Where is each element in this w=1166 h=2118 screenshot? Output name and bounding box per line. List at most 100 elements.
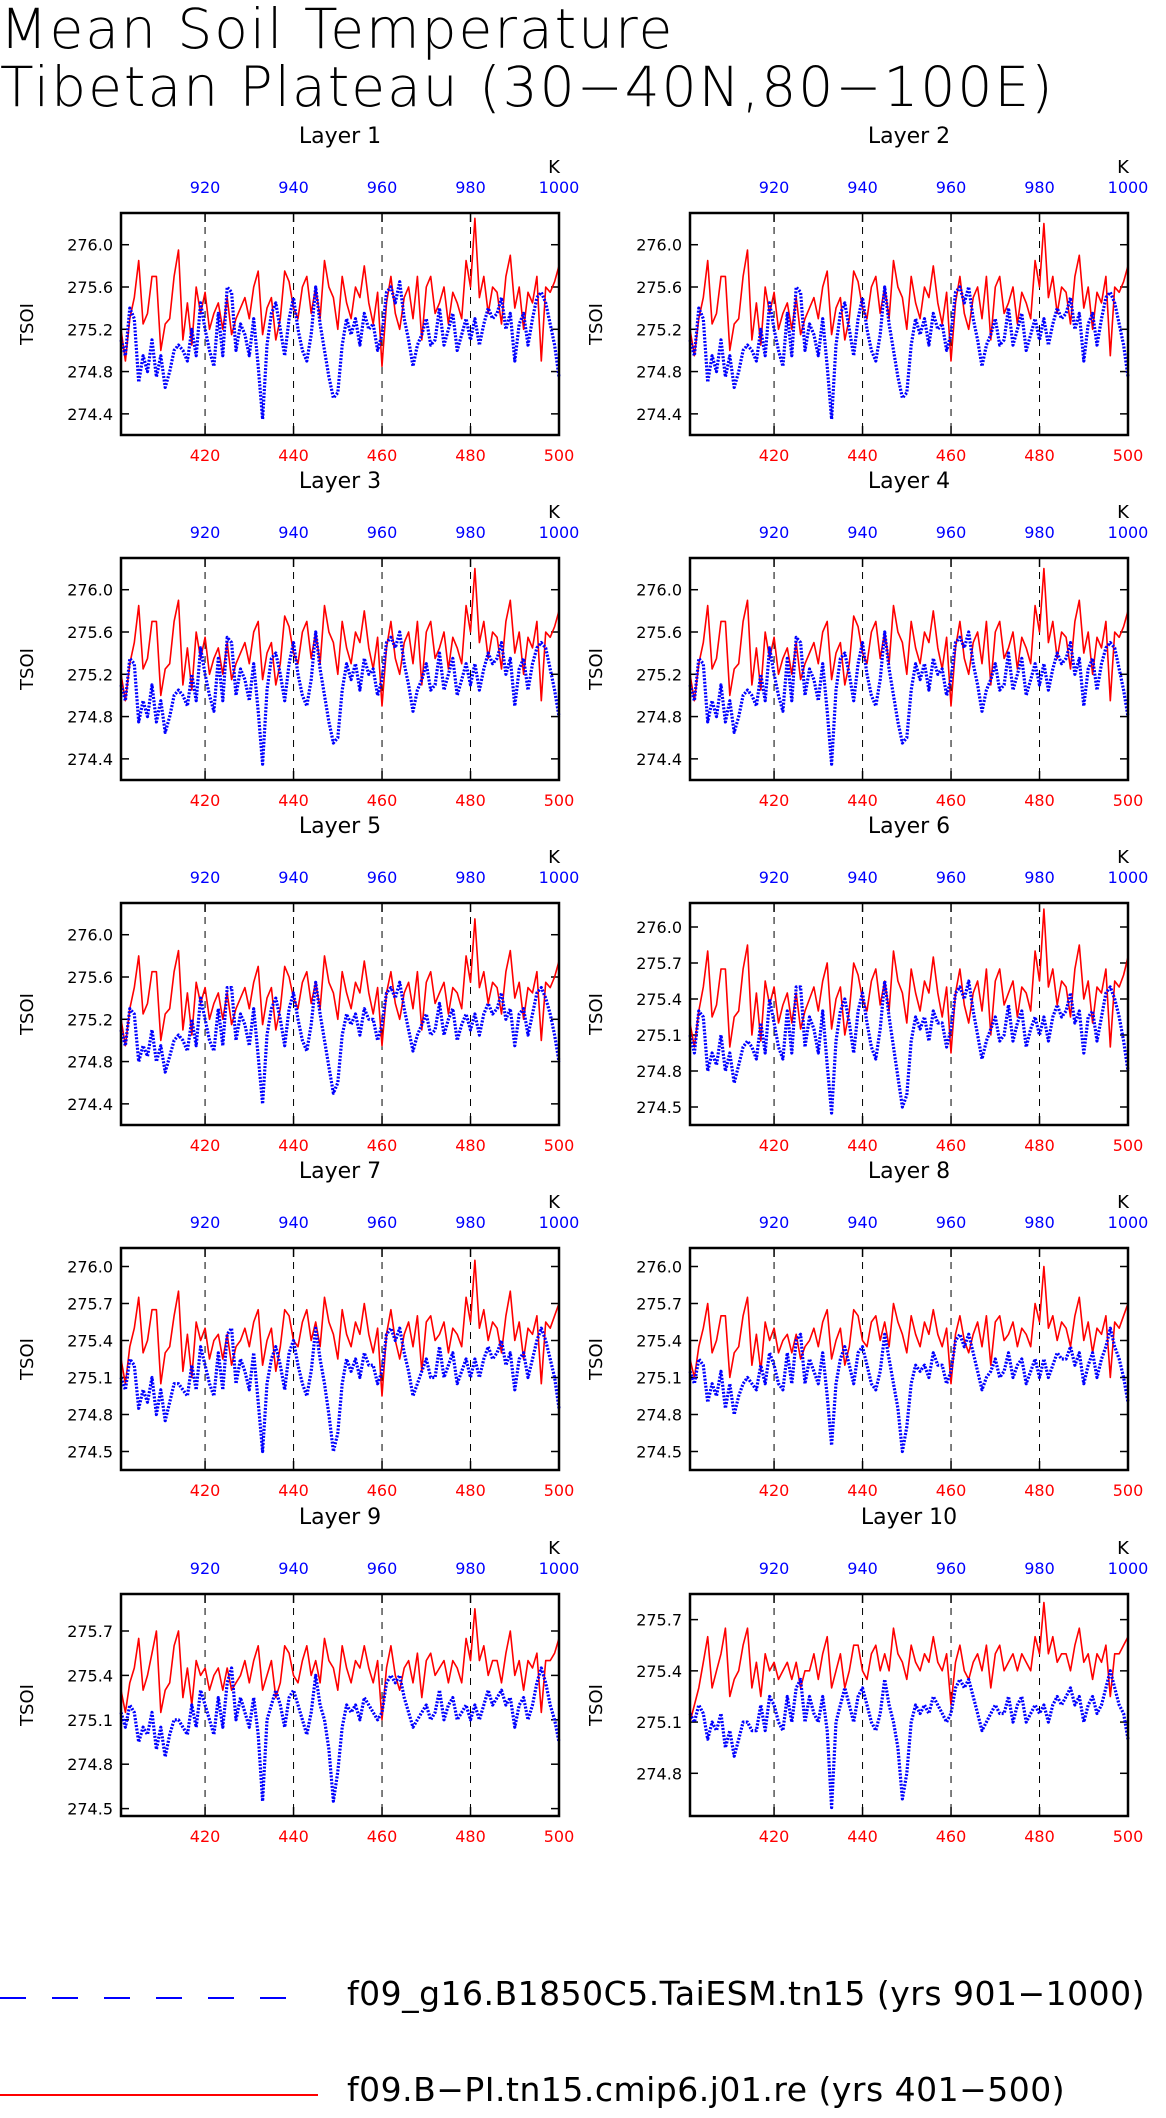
y-tick-label: 275.1 (636, 1713, 682, 1732)
y-tick-label: 274.8 (636, 1406, 682, 1425)
top-x-tick-label: 920 (759, 1213, 790, 1232)
plot-frame (119, 1592, 561, 1818)
top-x-tick-label: 1000 (1108, 868, 1149, 887)
panel-title: Layer 6 (868, 814, 950, 839)
y-axis-label: TSOI (17, 1684, 38, 1727)
legend-label-cmip6: f09.B−PI.tn15.cmip6.j01.re (yrs 401−500) (347, 2070, 1066, 2109)
top-axis-unit: K (1117, 1538, 1130, 1559)
bottom-x-tick-label: 500 (1113, 791, 1144, 810)
y-tick-label: 275.2 (67, 1010, 113, 1029)
panel-title: Layer 3 (299, 469, 381, 494)
bottom-x-tick-label: 420 (759, 791, 790, 810)
bottom-x-tick-label: 480 (1024, 1827, 1055, 1846)
y-axis-label: TSOI (586, 1338, 607, 1381)
plot-frame (119, 901, 561, 1127)
series-line-red (689, 222, 1129, 362)
y-tick-label: 275.2 (67, 665, 113, 684)
top-x-tick-label: 960 (367, 523, 398, 542)
panel-layer-2: Layer 2 K 274.4 274.8 275.2 275.6 276.0 420 440 4… (586, 124, 1148, 465)
panel-title: Layer 5 (299, 814, 381, 839)
y-tick-label: 276.0 (67, 926, 113, 945)
y-tick-label: 275.7 (67, 1622, 113, 1641)
top-axis-unit: K (548, 847, 561, 868)
plot-frame (688, 1592, 1130, 1818)
y-tick-label: 275.7 (636, 954, 682, 973)
top-axis-unit: K (548, 1538, 561, 1559)
bottom-x-tick-label: 500 (544, 1481, 575, 1500)
bottom-x-tick-label: 420 (759, 446, 790, 465)
bottom-x-tick-label: 460 (936, 1136, 967, 1155)
bottom-x-tick-label: 500 (544, 1827, 575, 1846)
top-x-tick-label: 960 (367, 1559, 398, 1578)
legend-label-taiesm: f09_g16.B1850C5.TaiESM.tn15 (yrs 901−100… (347, 1974, 1146, 2013)
bottom-x-tick-label: 480 (1024, 1481, 1055, 1500)
panel-layer-10: Layer 10 K 274.8 275.1 275.4 275.7 420 440 460 48… (586, 1505, 1148, 1846)
top-x-tick-label: 940 (847, 178, 878, 197)
y-tick-label: 274.4 (67, 750, 113, 769)
top-x-tick-label: 1000 (539, 868, 580, 887)
bottom-x-tick-label: 480 (455, 791, 486, 810)
y-tick-label: 274.8 (636, 363, 682, 382)
panel-title: Layer 4 (868, 469, 950, 494)
panel-title: Layer 7 (299, 1159, 381, 1184)
series-line-blue (119, 280, 561, 421)
bottom-x-tick-label: 420 (190, 446, 221, 465)
top-x-tick-label: 960 (367, 868, 398, 887)
series-line-blue (119, 1326, 561, 1454)
top-x-tick-label: 940 (278, 178, 309, 197)
y-tick-label: 274.8 (67, 1406, 113, 1425)
bottom-x-tick-label: 440 (278, 446, 309, 465)
bottom-x-tick-label: 500 (544, 1136, 575, 1155)
top-x-tick-label: 920 (190, 868, 221, 887)
panel-layer-5: Layer 5 K 274.4 274.8 275.2 275.6 276.0 420 440 4… (17, 814, 579, 1155)
panel-title: Layer 10 (861, 1505, 957, 1530)
series-line-red (689, 567, 1129, 707)
y-tick-label: 275.1 (636, 1026, 682, 1045)
top-x-tick-label: 940 (847, 523, 878, 542)
y-axis-label: TSOI (586, 993, 607, 1036)
bottom-x-tick-label: 500 (544, 446, 575, 465)
y-tick-label: 274.8 (67, 1755, 113, 1774)
top-x-tick-label: 980 (455, 178, 486, 197)
bottom-x-tick-label: 440 (847, 1827, 878, 1846)
bottom-x-tick-label: 480 (1024, 446, 1055, 465)
top-x-tick-label: 920 (190, 178, 221, 197)
bottom-x-tick-label: 460 (367, 1136, 398, 1155)
top-x-tick-label: 920 (759, 1559, 790, 1578)
top-x-tick-label: 940 (278, 868, 309, 887)
top-x-tick-label: 920 (190, 1559, 221, 1578)
top-x-tick-label: 980 (1024, 1213, 1055, 1232)
y-tick-label: 275.4 (636, 1332, 682, 1351)
top-axis-unit: K (1117, 1192, 1130, 1213)
series-line-blue (119, 980, 561, 1106)
top-x-tick-label: 960 (936, 868, 967, 887)
bottom-x-tick-label: 460 (367, 446, 398, 465)
bottom-x-tick-label: 460 (936, 1827, 967, 1846)
y-tick-label: 275.7 (636, 1611, 682, 1630)
y-tick-label: 276.0 (67, 236, 113, 255)
y-tick-label: 275.6 (636, 623, 682, 642)
bottom-x-tick-label: 440 (847, 791, 878, 810)
bottom-x-tick-label: 420 (759, 1481, 790, 1500)
series-line-red (120, 217, 560, 368)
top-x-tick-label: 980 (1024, 1559, 1055, 1578)
bottom-x-tick-label: 420 (759, 1827, 790, 1846)
bottom-x-tick-label: 420 (190, 791, 221, 810)
panel-title: Layer 1 (299, 124, 381, 149)
panel-title: Layer 2 (868, 124, 950, 149)
y-tick-label: 274.8 (67, 363, 113, 382)
top-x-tick-label: 940 (847, 1559, 878, 1578)
y-tick-label: 275.6 (67, 623, 113, 642)
top-x-tick-label: 960 (936, 1213, 967, 1232)
top-x-tick-label: 980 (455, 1559, 486, 1578)
y-axis-label: TSOI (586, 303, 607, 346)
y-tick-label: 274.8 (67, 708, 113, 727)
y-tick-label: 274.8 (636, 708, 682, 727)
top-x-tick-label: 920 (759, 523, 790, 542)
plot-frame (119, 211, 561, 437)
series-line-blue (688, 1326, 1130, 1454)
y-tick-label: 275.4 (636, 1662, 682, 1681)
bottom-x-tick-label: 460 (936, 791, 967, 810)
plot-frame (688, 556, 1130, 782)
bottom-x-tick-label: 480 (455, 1136, 486, 1155)
